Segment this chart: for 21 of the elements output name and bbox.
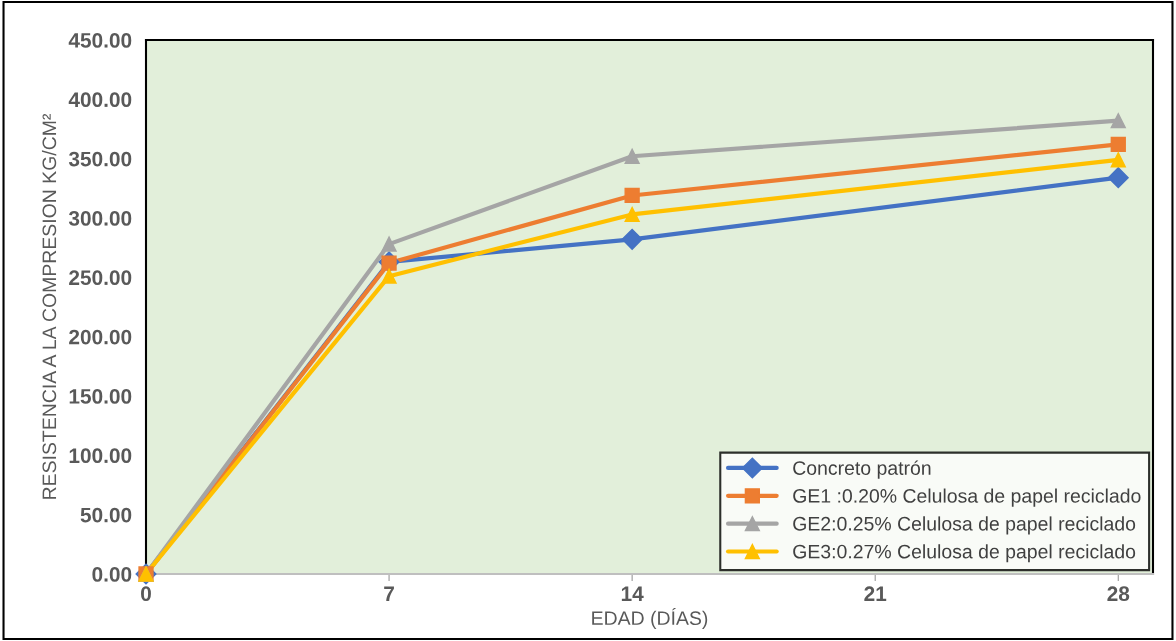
y-tick-label: 0.00: [92, 567, 132, 582]
y-tick-label: 400.00: [68, 92, 132, 108]
legend-label: GE2:0.25% Celulosa de papel reciclado: [793, 516, 1136, 535]
y-tick-label: 300.00: [68, 211, 132, 226]
x-tick-label: 7: [384, 586, 394, 601]
y-tick-label: 50.00: [80, 507, 132, 523]
y-tick-label: 350.00: [68, 151, 132, 167]
legend-label: Concreto patrón: [793, 460, 931, 479]
legend-label: GE3:0.27% Celulosa de papel reciclado: [793, 544, 1136, 563]
y-tick-label: 150.00: [69, 389, 132, 404]
x-tick-label: 14: [621, 586, 644, 601]
y-tick-label: 200.00: [69, 329, 132, 345]
x-tick-label: 28: [1107, 586, 1130, 602]
y-tick-label: 450.00: [68, 33, 132, 48]
x-axis-title: EDAD (DÍAS): [592, 607, 708, 629]
legend-label: GE1 :0.20% Celulosa de papel reciclado: [793, 488, 1141, 507]
y-axis-title: RESISTENCIA A LA COMPRESION KG/CM²: [41, 113, 57, 499]
y-tick-label: 100.00: [69, 448, 132, 464]
x-tick-label: 21: [864, 586, 887, 601]
x-tick-label: 0: [141, 586, 151, 602]
y-tick-label: 250.00: [69, 270, 132, 286]
